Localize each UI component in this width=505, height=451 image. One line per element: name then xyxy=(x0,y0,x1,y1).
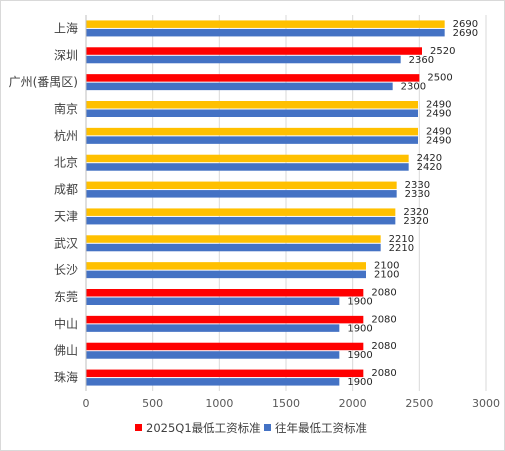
data-label-previous: 1900 xyxy=(347,350,372,361)
category-label: 深圳 xyxy=(54,48,78,62)
data-label-2025q1: 2520 xyxy=(430,46,455,57)
data-label-2025q1: 2490 xyxy=(426,126,451,137)
bar-previous xyxy=(86,55,401,64)
category-label: 佛山 xyxy=(54,344,78,358)
data-label-previous: 2300 xyxy=(401,82,426,93)
x-tick-label: 3000 xyxy=(472,397,500,410)
x-tick-label: 2000 xyxy=(339,397,367,410)
data-label-2025q1: 2080 xyxy=(371,288,396,299)
legend-label-previous: 往年最低工资标准 xyxy=(275,421,367,435)
bar-previous xyxy=(86,378,340,386)
category-label: 中山 xyxy=(54,316,78,331)
bar-previous xyxy=(86,324,340,332)
data-label-previous: 2330 xyxy=(405,189,430,200)
data-label-previous: 2490 xyxy=(426,109,451,120)
data-label-previous: 2100 xyxy=(374,270,399,281)
bars xyxy=(86,20,445,386)
bar-previous xyxy=(86,163,409,171)
grid-lines xyxy=(152,15,487,391)
data-label-2025q1: 2500 xyxy=(427,73,452,84)
category-label: 珠海 xyxy=(54,370,78,385)
data-label-2025q1: 2210 xyxy=(389,234,414,245)
data-label-previous: 2690 xyxy=(453,28,478,39)
bar-previous xyxy=(86,82,393,91)
bar-previous xyxy=(86,136,418,144)
category-label: 南京 xyxy=(54,101,78,116)
legend-label-2025q1: 2025Q1最低工资标准 xyxy=(146,421,261,435)
x-tick-label: 2500 xyxy=(405,397,433,410)
data-label-2025q1: 2080 xyxy=(371,314,396,325)
category-label: 天津 xyxy=(54,209,78,223)
legend-marker-previous xyxy=(264,424,271,431)
category-label: 北京 xyxy=(54,156,78,170)
bar-2025q1 xyxy=(86,127,418,136)
category-label: 武汉 xyxy=(54,236,78,250)
bar-2025q1 xyxy=(86,181,397,190)
category-label: 长沙 xyxy=(54,263,78,277)
category-label: 东莞 xyxy=(54,290,78,304)
data-label-previous: 1900 xyxy=(347,323,372,334)
legend-marker-2025q1 xyxy=(135,424,142,431)
x-tick-label: 1500 xyxy=(272,397,300,410)
bar-previous xyxy=(86,297,340,305)
x-tick-label: 500 xyxy=(142,397,163,410)
data-label-previous: 2490 xyxy=(426,135,451,146)
data-label-2025q1: 2100 xyxy=(374,261,399,272)
bar-2025q1 xyxy=(86,208,396,216)
data-label-2025q1: 2690 xyxy=(453,19,478,30)
bar-2025q1 xyxy=(86,47,422,55)
bar-previous xyxy=(86,190,397,198)
bar-2025q1 xyxy=(86,235,381,243)
bar-2025q1 xyxy=(86,101,418,109)
legend: 2025Q1最低工资标准 往年最低工资标准 xyxy=(135,421,367,435)
bar-previous xyxy=(86,243,381,252)
bar-2025q1 xyxy=(86,20,445,28)
data-label-2025q1: 2330 xyxy=(405,180,430,191)
bar-2025q1 xyxy=(86,369,364,378)
data-label-previous: 2210 xyxy=(389,243,414,254)
bar-2025q1 xyxy=(86,342,364,351)
bar-previous xyxy=(86,270,366,279)
data-label-2025q1: 2080 xyxy=(371,341,396,352)
data-label-2025q1: 2490 xyxy=(426,100,451,111)
bar-2025q1 xyxy=(86,74,420,82)
data-label-previous: 2360 xyxy=(409,55,434,66)
bar-2025q1 xyxy=(86,289,364,297)
data-label-previous: 1900 xyxy=(347,297,372,308)
bar-previous xyxy=(86,28,445,37)
data-label-previous: 2320 xyxy=(403,216,428,227)
category-label: 成都 xyxy=(54,183,78,197)
bar-previous xyxy=(86,109,418,117)
category-label: 杭州 xyxy=(54,128,78,143)
data-label-previous: 1900 xyxy=(347,377,372,388)
category-label: 广州(番禺区) xyxy=(9,75,78,89)
bar-2025q1 xyxy=(86,154,409,163)
data-label-2025q1: 2080 xyxy=(371,368,396,379)
bar-previous xyxy=(86,216,396,225)
x-tick-label: 0 xyxy=(83,397,90,410)
x-tick-label: 1000 xyxy=(205,397,233,410)
data-label-2025q1: 2320 xyxy=(403,207,428,218)
data-label-2025q1: 2420 xyxy=(417,153,442,164)
category-label: 上海 xyxy=(54,20,78,35)
bar-previous xyxy=(86,351,340,359)
data-label-previous: 2420 xyxy=(417,162,442,173)
bar-2025q1 xyxy=(86,315,364,324)
bar-2025q1 xyxy=(86,262,366,270)
